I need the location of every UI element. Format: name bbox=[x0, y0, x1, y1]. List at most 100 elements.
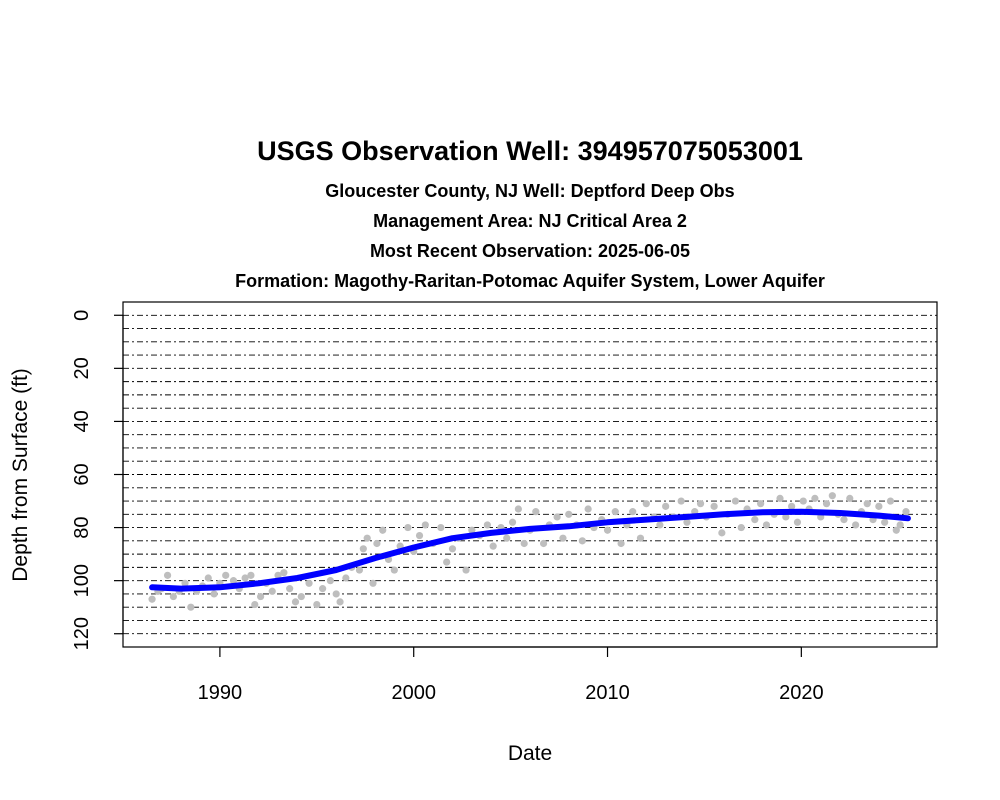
observation-point bbox=[319, 585, 327, 593]
observation-point bbox=[799, 497, 807, 505]
observation-point bbox=[268, 587, 276, 595]
chart-title: USGS Observation Well: 394957075053001 bbox=[257, 136, 803, 166]
observation-point bbox=[636, 534, 645, 542]
observation-point bbox=[257, 592, 265, 601]
x-axis: 1990 2000 2010 2020 bbox=[198, 646, 824, 704]
observation-point bbox=[369, 579, 377, 587]
observation-point bbox=[359, 545, 367, 553]
observation-point bbox=[326, 577, 334, 585]
observation-point bbox=[363, 534, 371, 542]
chart-subtitle-management-area: Management Area: NJ Critical Area 2 bbox=[373, 211, 687, 231]
observation-point bbox=[251, 600, 259, 609]
y-tick-label: 0 bbox=[71, 310, 93, 321]
observation-point bbox=[280, 569, 288, 577]
observation-point bbox=[852, 521, 860, 529]
observation-point bbox=[462, 566, 470, 574]
y-axis: 0 20 40 60 80 100 120 bbox=[71, 310, 124, 650]
observation-point bbox=[710, 502, 718, 510]
observation-point bbox=[718, 529, 726, 537]
observation-point bbox=[617, 539, 625, 548]
observation-point bbox=[886, 497, 895, 505]
gridlines bbox=[123, 314, 937, 635]
observation-point bbox=[390, 566, 398, 574]
observation-point bbox=[662, 502, 670, 510]
observation-point bbox=[565, 510, 573, 518]
observation-point bbox=[222, 571, 230, 579]
observation-point bbox=[332, 590, 340, 598]
observation-point bbox=[297, 592, 305, 601]
observation-point bbox=[448, 545, 457, 553]
observation-point bbox=[896, 521, 904, 529]
observation-point bbox=[553, 513, 561, 521]
y-tick-label: 100 bbox=[71, 564, 93, 597]
observation-point bbox=[828, 492, 836, 500]
y-tick-label: 40 bbox=[71, 410, 93, 432]
observation-point bbox=[629, 508, 637, 516]
observation-point bbox=[229, 577, 238, 585]
observation-point bbox=[241, 574, 249, 582]
observation-point bbox=[373, 539, 381, 548]
observation-point bbox=[539, 539, 548, 548]
observation-point bbox=[603, 526, 612, 534]
chart-subtitle-county: Gloucester County, NJ Well: Deptford Dee… bbox=[325, 181, 735, 201]
observation-point bbox=[696, 500, 705, 508]
observation-point bbox=[642, 500, 650, 508]
observation-point bbox=[286, 585, 294, 593]
observation-point bbox=[788, 502, 796, 510]
observation-point bbox=[210, 590, 218, 598]
x-axis-label: Date bbox=[508, 742, 552, 765]
observation-point bbox=[578, 537, 586, 545]
observation-point bbox=[532, 508, 540, 516]
observation-point bbox=[181, 579, 189, 587]
observation-point bbox=[313, 600, 321, 609]
observation-point bbox=[443, 558, 451, 566]
observation-point bbox=[274, 571, 282, 579]
observation-point bbox=[508, 518, 517, 526]
observation-point bbox=[483, 521, 491, 529]
observation-point bbox=[468, 526, 476, 534]
observation-point bbox=[503, 534, 511, 542]
observation-point bbox=[247, 571, 255, 579]
observation-point bbox=[415, 531, 424, 540]
observation-point bbox=[520, 539, 528, 548]
observation-point bbox=[291, 598, 300, 606]
observation-point bbox=[514, 505, 522, 513]
observation-point bbox=[902, 508, 910, 516]
chart-subtitle-recent-observation: Most Recent Observation: 2025-06-05 bbox=[369, 241, 691, 261]
observation-point bbox=[737, 523, 745, 532]
observation-point bbox=[782, 513, 790, 521]
x-tick-label: 2020 bbox=[779, 682, 824, 704]
observation-point bbox=[559, 534, 567, 542]
observation-point bbox=[811, 494, 819, 502]
observation-point bbox=[793, 518, 802, 526]
observation-point bbox=[840, 516, 848, 524]
observation-point bbox=[863, 500, 871, 508]
x-tick-label: 2000 bbox=[391, 682, 436, 704]
observation-point bbox=[683, 518, 691, 526]
observation-point bbox=[875, 502, 883, 510]
observation-point bbox=[336, 598, 344, 606]
observation-point bbox=[421, 521, 429, 529]
observation-point bbox=[379, 526, 387, 534]
observation-point bbox=[204, 574, 212, 582]
observation-point bbox=[751, 516, 759, 524]
observation-point bbox=[187, 603, 195, 611]
observation-point bbox=[163, 571, 172, 579]
observation-point bbox=[846, 494, 854, 502]
y-tick-label: 60 bbox=[71, 463, 93, 485]
observation-point bbox=[355, 566, 364, 574]
trend-line bbox=[149, 508, 911, 592]
observation-point bbox=[881, 518, 889, 526]
observation-point bbox=[342, 574, 350, 582]
observation-point bbox=[611, 508, 619, 516]
observation-point bbox=[822, 500, 831, 508]
y-tick-label: 120 bbox=[71, 617, 93, 650]
observation-point bbox=[656, 521, 664, 529]
x-tick-label: 2010 bbox=[585, 682, 630, 704]
observation-point bbox=[169, 592, 177, 601]
trend-line-group bbox=[149, 508, 911, 592]
observation-point bbox=[776, 494, 784, 502]
observation-point bbox=[731, 497, 740, 505]
y-tick-label: 80 bbox=[71, 516, 93, 538]
